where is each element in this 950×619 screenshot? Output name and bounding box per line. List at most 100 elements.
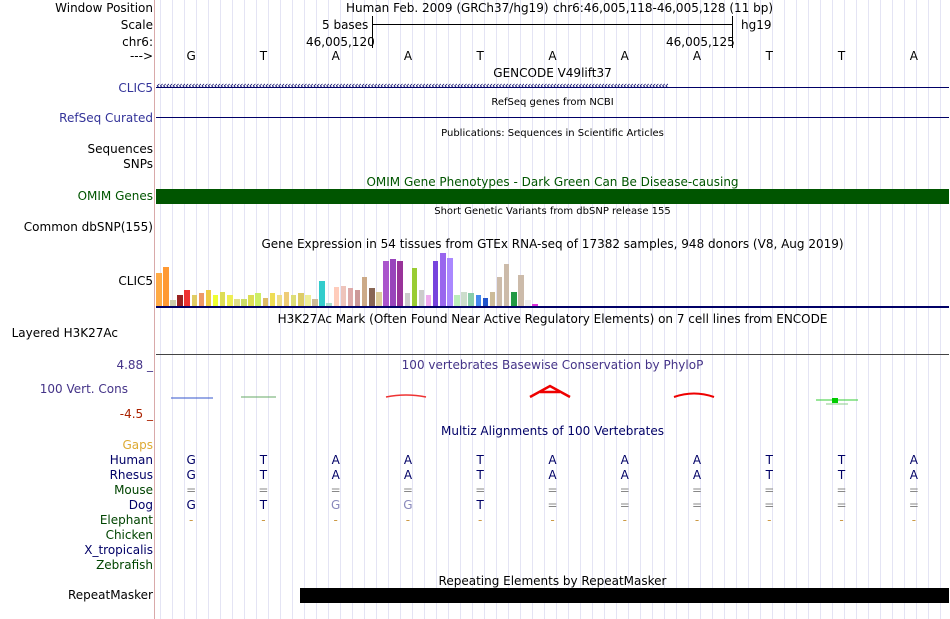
- dna-base: T: [837, 49, 846, 63]
- gtex-tissue-bar[interactable]: [432, 261, 439, 306]
- gtex-tissue-bar[interactable]: [319, 281, 325, 306]
- grid-line: [172, 0, 173, 619]
- gtex-tissue-bar[interactable]: [191, 295, 197, 306]
- gtex-tissue-bar[interactable]: [326, 303, 332, 306]
- gtex-tissue-bar[interactable]: [376, 292, 382, 306]
- publications-sequences-label[interactable]: Sequences: [87, 142, 153, 156]
- gtex-tissue-bar[interactable]: [163, 267, 169, 306]
- gtex-tissue-bar[interactable]: [532, 304, 538, 306]
- gtex-tissue-bar[interactable]: [184, 290, 190, 306]
- alignment-base: =: [692, 498, 703, 512]
- refseq-track-label[interactable]: RefSeq Curated: [59, 111, 153, 125]
- species-label-mouse[interactable]: Mouse: [114, 483, 153, 497]
- species-label-x_tropicalis[interactable]: X_tropicalis: [84, 543, 153, 557]
- gtex-expression-bars[interactable]: [156, 253, 556, 306]
- gtex-tissue-bar[interactable]: [411, 268, 418, 306]
- gtex-tissue-bar[interactable]: [447, 258, 453, 306]
- gtex-tissue-bar[interactable]: [503, 264, 510, 306]
- gtex-track-label[interactable]: CLIC5: [118, 274, 153, 288]
- gtex-tissue-bar[interactable]: [276, 295, 283, 306]
- grid-line: [160, 0, 161, 619]
- coord-right: 46,005,125: [666, 35, 735, 49]
- gtex-tissue-bar[interactable]: [454, 295, 460, 306]
- species-label-human[interactable]: Human: [109, 453, 153, 467]
- alignment-base: A: [548, 468, 557, 482]
- species-label-chicken[interactable]: Chicken: [105, 528, 153, 542]
- gtex-tissue-bar[interactable]: [496, 277, 503, 306]
- gtex-tissue-bar[interactable]: [248, 295, 254, 306]
- h3k27ac-baseline: [156, 354, 949, 355]
- grid-line: [232, 0, 233, 619]
- species-label-elephant[interactable]: Elephant: [99, 513, 153, 527]
- gtex-tissue-bar[interactable]: [440, 253, 446, 306]
- gtex-tissue-bar[interactable]: [298, 293, 304, 306]
- omim-phenotype-bar[interactable]: [156, 189, 949, 204]
- gtex-tissue-bar[interactable]: [347, 288, 354, 306]
- window-position-label: Window Position: [55, 1, 153, 15]
- gtex-tissue-bar[interactable]: [255, 293, 261, 306]
- h3k27ac-track-label[interactable]: Layered H3K27Ac: [11, 326, 118, 340]
- refseq-gene-line[interactable]: [156, 117, 949, 118]
- gtex-tissue-bar[interactable]: [525, 300, 531, 306]
- grid-line: [700, 0, 701, 619]
- grid-line: [916, 0, 917, 619]
- gtex-tissue-bar[interactable]: [227, 295, 233, 306]
- gtex-tissue-bar[interactable]: [361, 277, 368, 306]
- gtex-tissue-bar[interactable]: [156, 273, 162, 306]
- gtex-tissue-bar[interactable]: [312, 299, 318, 306]
- gtex-tissue-bar[interactable]: [205, 290, 212, 306]
- gtex-tissue-bar[interactable]: [283, 292, 290, 306]
- gtex-tissue-bar[interactable]: [354, 290, 361, 306]
- gtex-tissue-bar[interactable]: [482, 298, 489, 306]
- multiz-track-title: Multiz Alignments of 100 Vertebrates: [440, 424, 665, 438]
- gtex-tissue-bar[interactable]: [468, 293, 474, 306]
- alignment-base: -: [261, 513, 266, 527]
- gencode-gene-line[interactable]: [156, 87, 949, 88]
- gtex-tissue-bar[interactable]: [262, 298, 268, 306]
- species-label-dog[interactable]: Dog: [128, 498, 153, 512]
- repeatmasker-element[interactable]: [300, 588, 949, 603]
- gtex-tissue-bar[interactable]: [212, 295, 219, 306]
- gtex-tissue-bar[interactable]: [290, 295, 297, 306]
- gtex-tissue-bar[interactable]: [198, 293, 205, 306]
- gtex-tissue-bar[interactable]: [461, 292, 467, 306]
- gtex-tissue-bar[interactable]: [177, 295, 183, 306]
- grid-line: [760, 0, 761, 619]
- gtex-tissue-bar[interactable]: [305, 295, 311, 306]
- gtex-tissue-bar[interactable]: [475, 295, 481, 306]
- gtex-tissue-bar[interactable]: [333, 287, 339, 306]
- gtex-tissue-bar[interactable]: [269, 293, 276, 306]
- phylop-conservation-plot[interactable]: [156, 378, 949, 408]
- gtex-tissue-bar[interactable]: [511, 292, 517, 306]
- gtex-tissue-bar[interactable]: [425, 295, 432, 306]
- gtex-tissue-bar[interactable]: [241, 299, 247, 306]
- gtex-tissue-bar[interactable]: [369, 288, 375, 306]
- dbsnp-track-label[interactable]: Common dbSNP(155): [23, 220, 153, 234]
- dna-base: A: [548, 49, 557, 63]
- grid-line: [448, 0, 449, 619]
- gtex-tissue-bar[interactable]: [170, 300, 176, 306]
- repeatmasker-track-label[interactable]: RepeatMasker: [67, 588, 153, 602]
- omim-track-label[interactable]: OMIM Genes: [77, 189, 153, 203]
- gtex-tissue-bar[interactable]: [397, 261, 403, 306]
- gtex-tissue-bar[interactable]: [390, 259, 396, 306]
- grid-line: [544, 0, 545, 619]
- gtex-tissue-bar[interactable]: [518, 275, 524, 306]
- gtex-tissue-bar[interactable]: [234, 299, 240, 306]
- grid-line: [508, 0, 509, 619]
- grid-line: [340, 0, 341, 619]
- grid-line: [484, 0, 485, 619]
- gaps-label[interactable]: Gaps: [122, 438, 153, 452]
- species-label-zebrafish[interactable]: Zebrafish: [96, 558, 153, 572]
- grid-line: [844, 0, 845, 619]
- species-label-rhesus[interactable]: Rhesus: [109, 468, 153, 482]
- phylop-track-label[interactable]: 100 Vert. Cons: [39, 382, 128, 396]
- gtex-tissue-bar[interactable]: [404, 293, 410, 306]
- gtex-tissue-bar[interactable]: [340, 286, 347, 306]
- gtex-tissue-bar[interactable]: [489, 292, 496, 306]
- gtex-tissue-bar[interactable]: [418, 290, 425, 306]
- gtex-tissue-bar[interactable]: [383, 261, 389, 306]
- publications-snps-label[interactable]: SNPs: [123, 157, 153, 171]
- gtex-tissue-bar[interactable]: [219, 292, 226, 306]
- gencode-track-label[interactable]: CLIC5: [118, 81, 153, 95]
